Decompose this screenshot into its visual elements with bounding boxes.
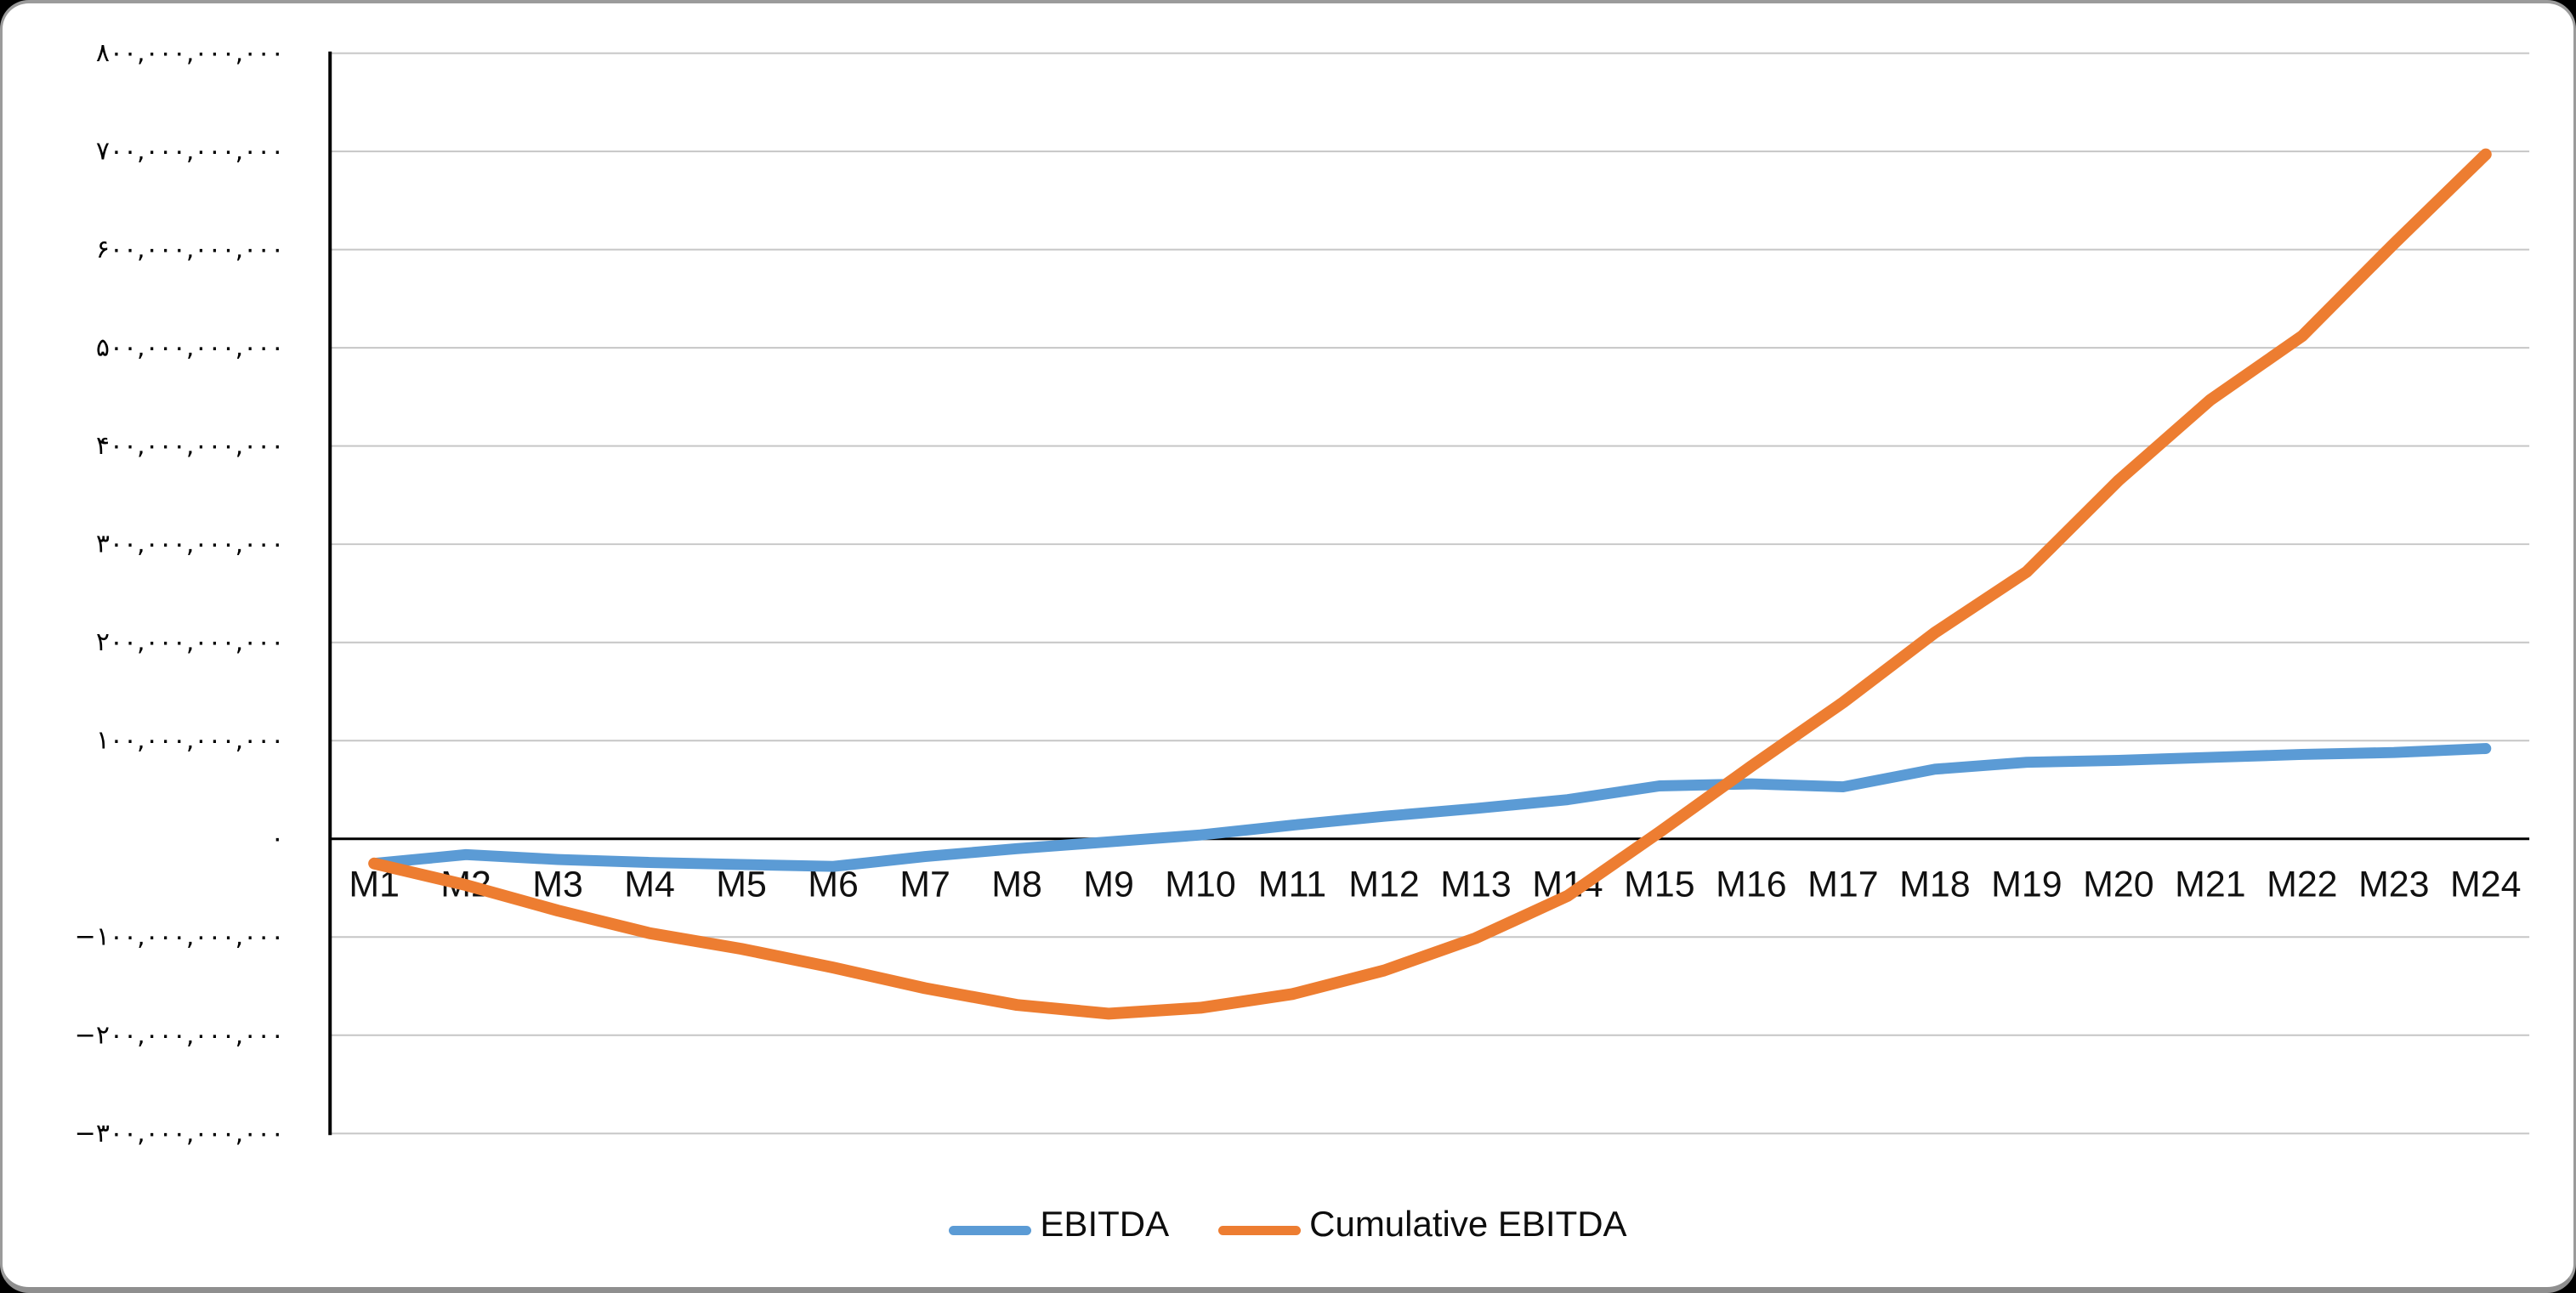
x-axis-tick-label: M22 bbox=[2267, 864, 2337, 905]
x-axis-tick-label: M10 bbox=[1165, 864, 1235, 905]
x-axis-tick-label: M20 bbox=[2083, 864, 2153, 905]
y-axis-tick-label: ۸۰۰,۰۰۰,۰۰۰,۰۰۰ bbox=[96, 38, 285, 68]
y-axis-tick-label: ۶۰۰,۰۰۰,۰۰۰,۰۰۰ bbox=[96, 235, 285, 264]
x-axis-tick-label: M7 bbox=[899, 864, 950, 905]
legend-swatch-ebitda-icon bbox=[949, 1225, 1032, 1235]
y-axis-tick-label: ۱۰۰,۰۰۰,۰۰۰,۰۰۰ bbox=[96, 726, 285, 756]
legend-item-cumulative-ebitda: Cumulative EBITDA bbox=[1218, 1204, 1627, 1245]
y-axis-tick-label: −۲۰۰,۰۰۰,۰۰۰,۰۰۰ bbox=[75, 1020, 285, 1050]
legend-swatch-cumulative-ebitda-icon bbox=[1218, 1225, 1302, 1235]
x-axis-tick-label: M19 bbox=[1991, 864, 2062, 905]
y-axis-tick-label: ۳۰۰,۰۰۰,۰۰۰,۰۰۰ bbox=[96, 530, 285, 559]
y-axis-tick-label: ۲۰۰,۰۰۰,۰۰۰,۰۰۰ bbox=[96, 627, 285, 657]
x-axis-tick-label: M16 bbox=[1716, 864, 1786, 905]
legend-item-ebitda: EBITDA bbox=[949, 1204, 1169, 1245]
y-axis-tick-label: ۰ bbox=[270, 824, 284, 853]
x-axis-tick-label: M11 bbox=[1258, 864, 1326, 905]
x-axis-tick-label: M9 bbox=[1083, 864, 1134, 905]
ebitda-line-chart-canvas: ۸۰۰,۰۰۰,۰۰۰,۰۰۰ ۷۰۰,۰۰۰,۰۰۰,۰۰۰ ۶۰۰,۰۰۰,۰۰… bbox=[75, 38, 2530, 1148]
x-axis-tick-label: M18 bbox=[1899, 864, 1970, 905]
y-axis-tick-label: −۱۰۰,۰۰۰,۰۰۰,۰۰۰ bbox=[75, 922, 285, 952]
x-axis-tick-label: M5 bbox=[716, 864, 767, 905]
y-axis-tick-label: ۴۰۰,۰۰۰,۰۰۰,۰۰۰ bbox=[96, 431, 285, 461]
x-axis-tick-label: M17 bbox=[1807, 864, 1878, 905]
cumulative-ebitda-series-line bbox=[368, 148, 2492, 1020]
y-axis-tick-label: ۵۰۰,۰۰۰,۰۰۰,۰۰۰ bbox=[96, 333, 285, 363]
x-axis-tick-label: M12 bbox=[1348, 864, 1419, 905]
x-axis-tick-label: M3 bbox=[532, 864, 583, 905]
legend-label-ebitda: EBITDA bbox=[1040, 1204, 1170, 1244]
x-axis-tick-label: M24 bbox=[2450, 864, 2521, 905]
y-axis-tick-label: −۳۰۰,۰۰۰,۰۰۰,۰۰۰ bbox=[75, 1119, 285, 1148]
x-axis-tick-label: M23 bbox=[2358, 864, 2429, 905]
x-axis-tick-label: M8 bbox=[991, 864, 1042, 905]
y-axis-tick-label: ۷۰۰,۰۰۰,۰۰۰,۰۰۰ bbox=[96, 137, 285, 167]
x-axis-tick-label: M15 bbox=[1624, 864, 1694, 905]
chart-legend: EBITDA Cumulative EBITDA bbox=[3, 1204, 2573, 1245]
x-axis-tick-label: M21 bbox=[2175, 864, 2245, 905]
x-axis-tick-label: M4 bbox=[624, 864, 675, 905]
ebitda-series-line bbox=[368, 743, 2492, 872]
x-axis-tick-label: M13 bbox=[1440, 864, 1511, 905]
legend-label-cumulative-ebitda: Cumulative EBITDA bbox=[1309, 1204, 1627, 1244]
